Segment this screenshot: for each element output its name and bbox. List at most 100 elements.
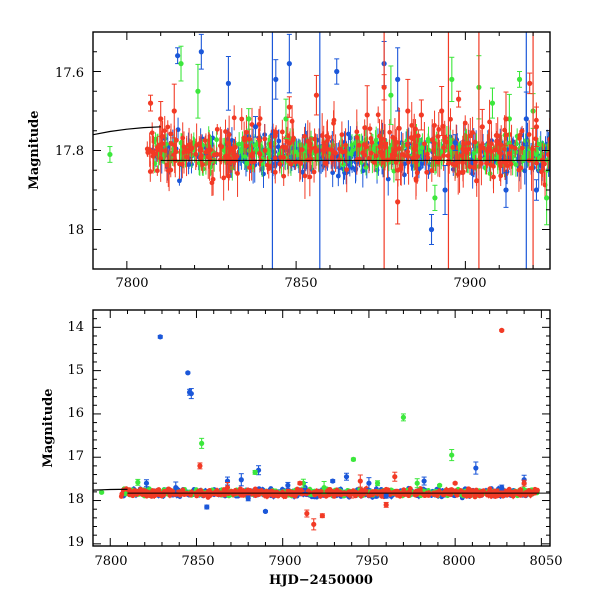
data-point	[413, 143, 419, 149]
outlier-point	[442, 187, 448, 193]
data-point	[432, 123, 437, 128]
data-point	[272, 133, 278, 139]
data-point	[331, 120, 336, 126]
data-point	[513, 162, 519, 167]
data-point	[363, 165, 369, 170]
data-point	[324, 133, 330, 139]
outlier-point	[158, 116, 164, 122]
data-point	[232, 158, 238, 164]
data-point	[489, 141, 494, 147]
data-point	[424, 169, 430, 175]
data-point	[501, 146, 507, 152]
data-point	[214, 137, 219, 143]
data-point	[298, 161, 304, 166]
data-point	[275, 144, 281, 150]
data-point	[519, 145, 525, 151]
top-y-axis-label: Magnitude	[27, 110, 42, 189]
outlier-point	[533, 124, 540, 130]
outlier-point	[147, 100, 154, 106]
data-point	[486, 145, 492, 150]
data-point	[373, 137, 379, 143]
data-point	[174, 137, 179, 143]
data-point	[177, 178, 182, 184]
data-point	[345, 131, 351, 137]
outlier-point	[533, 187, 540, 193]
bottom-data-points	[93, 327, 550, 531]
data-point	[412, 147, 418, 153]
data-point	[316, 147, 322, 153]
outlier-point	[107, 151, 113, 158]
data-point	[448, 116, 453, 122]
data-point	[488, 162, 494, 168]
data-point	[281, 155, 287, 160]
data-point	[281, 173, 287, 179]
data-point	[231, 115, 237, 121]
data-point	[256, 135, 262, 141]
data-point	[282, 145, 288, 150]
data-point	[272, 155, 278, 161]
outlier-point	[516, 76, 523, 82]
data-point	[466, 146, 471, 152]
data-point	[168, 167, 174, 173]
data-point	[373, 142, 378, 148]
data-point	[385, 176, 391, 182]
top-x-tick-label: 7800	[115, 276, 148, 291]
data-point	[377, 144, 383, 150]
data-point	[474, 178, 479, 184]
outlier-point	[195, 88, 201, 94]
data-point	[273, 161, 279, 167]
data-point	[492, 147, 498, 153]
data-point	[400, 152, 406, 157]
data-point	[210, 176, 216, 182]
data-point	[369, 140, 375, 145]
data-point	[214, 126, 220, 132]
data-point	[247, 165, 252, 170]
data-point	[239, 116, 245, 122]
top-y-tick-label: 18	[67, 223, 84, 238]
data-point	[487, 119, 492, 125]
data-point	[393, 160, 399, 165]
data-point	[472, 139, 478, 145]
data-point	[147, 169, 153, 174]
data-point	[433, 155, 438, 161]
outlier-point	[395, 199, 401, 205]
outlier-point	[225, 80, 232, 86]
data-point	[179, 161, 185, 167]
data-point	[519, 128, 525, 134]
data-point	[405, 154, 411, 159]
data-point	[164, 162, 170, 168]
outlier-point	[489, 100, 496, 106]
data-point	[517, 136, 522, 141]
data-point	[323, 159, 329, 165]
outlier-point	[286, 61, 292, 67]
data-point	[336, 157, 342, 163]
data-point	[356, 142, 362, 148]
data-point	[392, 136, 398, 142]
data-point	[172, 156, 178, 162]
bottom-panel: Magnitude 14 15 16 17 18 19 7800 7850 79…	[41, 309, 563, 588]
data-point	[467, 133, 473, 139]
data-point	[276, 138, 282, 144]
outlier-point	[503, 187, 509, 193]
data-point	[218, 143, 223, 149]
data-point	[165, 124, 171, 130]
outlier-point	[405, 108, 411, 114]
data-point	[242, 154, 248, 159]
data-point	[339, 132, 345, 138]
data-point	[362, 152, 368, 158]
data-point	[368, 136, 374, 141]
data-point	[320, 147, 326, 153]
data-point	[329, 154, 335, 160]
top-y-tick-label: 17.8	[55, 144, 84, 159]
data-point	[311, 169, 317, 175]
data-point	[337, 146, 342, 152]
data-point	[202, 138, 208, 143]
data-point	[471, 164, 477, 170]
outlier-point	[527, 80, 533, 86]
data-point	[497, 160, 503, 166]
data-point	[429, 137, 435, 143]
data-point	[410, 155, 416, 161]
data-point	[443, 139, 449, 145]
data-point	[417, 165, 422, 171]
outlier-point	[178, 61, 184, 67]
